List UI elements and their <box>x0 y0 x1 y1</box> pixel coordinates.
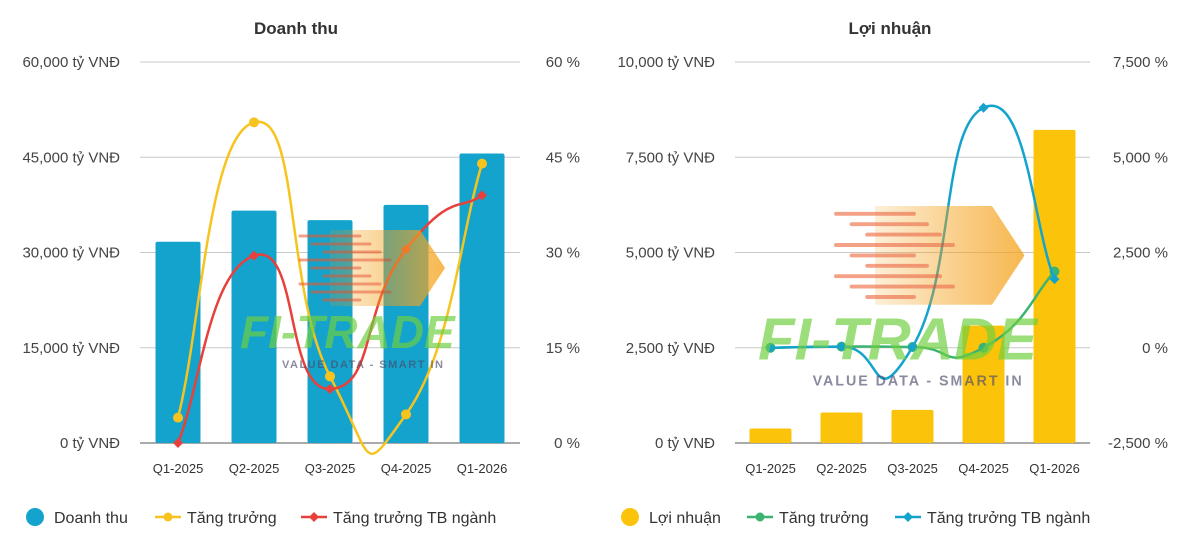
right-axis-tick-label: 7,500 % <box>1113 54 1168 71</box>
left-axis-tick-label: 10,000 tỷ VNĐ <box>617 54 715 71</box>
legend-label: Tăng trưởng TB ngành <box>333 510 496 527</box>
series-point-2 <box>978 102 989 113</box>
series-point-1 <box>173 412 183 423</box>
x-axis-category-label: Q1-2026 <box>457 461 508 476</box>
right-axis-tick-label: 5,000 % <box>1113 149 1168 166</box>
bar-lợi-nhuận <box>820 412 863 443</box>
series-point-2 <box>325 384 335 395</box>
x-axis-category-label: Q4-2025 <box>381 461 432 476</box>
x-axis-category-label: Q4-2025 <box>958 461 1009 476</box>
legend-item-1: Lợi nhuận <box>621 508 721 527</box>
legend-label: Lợi nhuận <box>649 510 721 527</box>
legend-label: Tăng trưởng <box>187 510 277 527</box>
legend-marker <box>755 512 765 522</box>
chart-title: Doanh thu <box>254 19 338 38</box>
left-axis-tick-label: 15,000 tỷ VNĐ <box>22 340 120 357</box>
watermark-tagline-text: VALUE DATA - SMART IN <box>282 359 444 371</box>
series-point-2 <box>765 342 776 353</box>
left-axis-tick-label: 0 tỷ VNĐ <box>655 435 715 452</box>
chart-panel-1: Doanh thu 0 tỷ VNĐ 15,000 tỷ VNĐ 30,000 tỷ … <box>22 19 580 527</box>
x-axis-category-label: Q2-2025 <box>816 461 867 476</box>
legend-marker <box>163 512 173 522</box>
series-point-1 <box>477 158 487 169</box>
bar-lợi-nhuận <box>749 428 792 443</box>
series-line-1 <box>176 120 484 456</box>
watermark-arrow-shape <box>330 230 445 306</box>
left-axis-tick-label: 60,000 tỷ VNĐ <box>22 54 120 71</box>
x-axis-category-label: Q3-2025 <box>305 461 356 476</box>
legend-marker <box>309 512 319 522</box>
bar-doanh-thu <box>459 153 505 443</box>
right-axis-tick-label: 30 % <box>546 245 580 262</box>
legend-item-3: Tăng trưởng TB ngành <box>301 510 496 527</box>
left-axis-tick-label: 30,000 tỷ VNĐ <box>22 245 120 262</box>
series-point-2 <box>249 250 259 261</box>
legend-marker <box>26 508 44 526</box>
left-axis-tick-label: 2,500 tỷ VNĐ <box>626 340 715 357</box>
legend-label: Doanh thu <box>54 510 128 527</box>
series-point-1 <box>325 371 335 382</box>
x-axis-category-label: Q1-2025 <box>153 461 204 476</box>
series-point-1 <box>978 342 989 353</box>
legend-marker <box>621 508 639 526</box>
legend-label: Tăng trưởng TB ngành <box>927 510 1090 527</box>
x-axis-category-label: Q2-2025 <box>229 461 280 476</box>
left-axis-tick-label: 5,000 tỷ VNĐ <box>626 245 715 262</box>
series-point-2 <box>836 341 847 352</box>
chart-title: Lợi nhuận <box>849 19 932 38</box>
right-axis-tick-label: 15 % <box>546 340 580 357</box>
x-axis-category-label: Q1-2025 <box>745 461 796 476</box>
watermark-tagline-text: VALUE DATA - SMART IN <box>813 373 1024 389</box>
chart-panel-2: Lợi nhuận 0 tỷ VNĐ 2,500 tỷ VNĐ 5,000 tỷ VN… <box>617 19 1168 527</box>
legend-item-2: Tăng trưởng <box>747 510 869 527</box>
bar-doanh-thu <box>155 241 201 443</box>
bar-doanh-thu <box>231 210 277 443</box>
legend-marker <box>903 512 913 522</box>
series-point-2 <box>477 190 487 201</box>
right-axis-tick-label: 0 % <box>1142 340 1168 357</box>
right-axis-tick-label: -2,500 % <box>1108 435 1168 452</box>
series-point-2 <box>173 438 183 448</box>
legend-item-1: Doanh thu <box>26 508 128 527</box>
series-point-1 <box>249 117 259 128</box>
bar-lợi-nhuận <box>962 325 1005 443</box>
bar-lợi-nhuận <box>891 409 934 443</box>
right-axis-tick-label: 0 % <box>554 435 580 452</box>
left-axis-tick-label: 45,000 tỷ VNĐ <box>22 149 120 166</box>
watermark-arrow-shape <box>875 206 1025 305</box>
x-axis-category-label: Q1-2026 <box>1029 461 1080 476</box>
right-axis-tick-label: 60 % <box>546 54 580 71</box>
watermark-brand-text: FI-TRADE <box>758 305 1039 372</box>
left-axis-tick-label: 7,500 tỷ VNĐ <box>626 149 715 166</box>
series-line-2 <box>176 194 483 444</box>
series-point-1 <box>401 409 411 420</box>
right-axis-tick-label: 2,500 % <box>1113 245 1168 262</box>
series-point-2 <box>907 341 918 352</box>
watermark-brand-text: FI-TRADE <box>240 306 456 358</box>
legend-item-2: Tăng trưởng <box>155 510 277 527</box>
series-point-2 <box>1049 274 1060 285</box>
left-axis-tick-label: 0 tỷ VNĐ <box>60 435 120 452</box>
legend-label: Tăng trưởng <box>779 510 869 527</box>
right-axis-tick-label: 45 % <box>546 149 580 166</box>
x-axis-category-label: Q3-2025 <box>887 461 938 476</box>
bar-lợi-nhuận <box>1033 129 1076 443</box>
legend-item-3: Tăng trưởng TB ngành <box>895 510 1090 527</box>
